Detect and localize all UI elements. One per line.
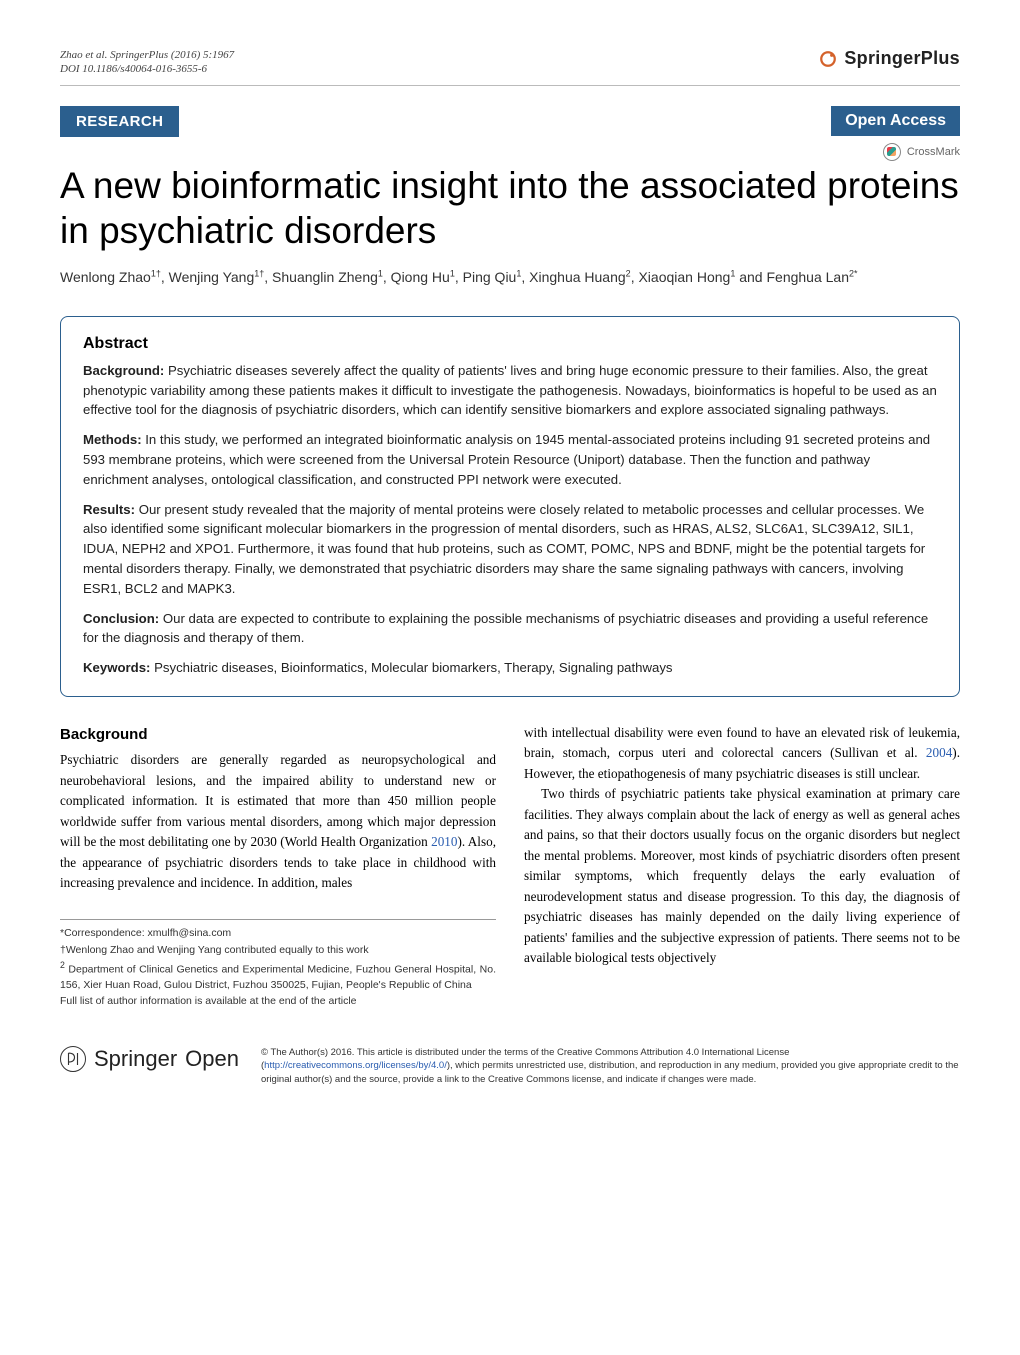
ref-link-sullivan2004[interactable]: 2004 xyxy=(926,745,952,760)
crossmark-row: CrossMark xyxy=(60,143,960,161)
abs-conclusion-text: Our data are expected to contribute to e… xyxy=(83,611,928,646)
cc-license-link[interactable]: http://creativecommons.org/licenses/by/4… xyxy=(264,1060,447,1071)
abstract-heading: Abstract xyxy=(83,335,937,353)
abs-background: Background: Psychiatric diseases severel… xyxy=(83,361,937,420)
article-type-badge: RESEARCH xyxy=(60,106,179,137)
doi-line: DOI 10.1186/s40064-016-3655-6 xyxy=(60,62,234,76)
body-columns: Background Psychiatric disorders are gen… xyxy=(60,723,960,1010)
crossmark-icon xyxy=(883,143,901,161)
correspondence-line: *Correspondence: xmulfh@sina.com xyxy=(60,926,496,941)
authors-line: Wenlong Zhao1†, Wenjing Yang1†, Shuangli… xyxy=(60,267,960,288)
article-title: A new bioinformatic insight into the ass… xyxy=(60,163,960,253)
crossmark-label: CrossMark xyxy=(907,146,960,158)
abs-results-text: Our present study revealed that the majo… xyxy=(83,502,925,596)
crossmark-badge[interactable]: CrossMark xyxy=(883,143,960,161)
publisher-logo: SpringerPlus xyxy=(818,48,960,69)
license-text: © The Author(s) 2016. This article is di… xyxy=(261,1046,960,1086)
affiliation-2: 2 Department of Clinical Genetics and Ex… xyxy=(60,959,496,993)
abs-background-text: Psychiatric diseases severely affect the… xyxy=(83,363,937,418)
abs-methods-text: In this study, we performed an integrate… xyxy=(83,432,930,487)
abs-keywords: Keywords: Psychiatric diseases, Bioinfor… xyxy=(83,658,937,678)
publisher-icon xyxy=(818,49,838,69)
open-access-badge: Open Access xyxy=(831,106,960,136)
abs-results-label: Results: xyxy=(83,502,135,517)
open-text: Open xyxy=(185,1046,239,1072)
right-column: with intellectual disability were even f… xyxy=(524,723,960,1010)
springer-text: Springer xyxy=(94,1046,177,1072)
abs-methods-label: Methods: xyxy=(83,432,142,447)
citation-block: Zhao et al. SpringerPlus (2016) 5:1967 D… xyxy=(60,48,234,77)
abs-keywords-text: Psychiatric diseases, Bioinformatics, Mo… xyxy=(150,660,672,675)
publisher-name: SpringerPlus xyxy=(844,48,960,69)
background-heading: Background xyxy=(60,723,496,746)
ref-link-who2010[interactable]: 2010 xyxy=(431,834,457,849)
citation-line: Zhao et al. SpringerPlus (2016) 5:1967 xyxy=(60,48,234,62)
abs-background-label: Background: xyxy=(83,363,164,378)
equal-contribution-line: †Wenlong Zhao and Wenjing Yang contribut… xyxy=(60,943,496,958)
abs-results: Results: Our present study revealed that… xyxy=(83,500,937,599)
header-top: Zhao et al. SpringerPlus (2016) 5:1967 D… xyxy=(60,48,960,77)
left-para-1: Psychiatric disorders are generally rega… xyxy=(60,750,496,893)
abs-conclusion: Conclusion: Our data are expected to con… xyxy=(83,609,937,649)
abs-methods: Methods: In this study, we performed an … xyxy=(83,430,937,489)
abstract-box: Abstract Background: Psychiatric disease… xyxy=(60,316,960,697)
abs-conclusion-label: Conclusion: xyxy=(83,611,159,626)
abs-keywords-label: Keywords: xyxy=(83,660,150,675)
divider xyxy=(60,85,960,86)
right-para-1: with intellectual disability were even f… xyxy=(524,723,960,784)
license-row: Springer Open © The Author(s) 2016. This … xyxy=(60,1046,960,1086)
footnotes: *Correspondence: xmulfh@sina.com †Wenlon… xyxy=(60,919,496,1009)
right-para-2: Two thirds of psychiatric patients take … xyxy=(524,784,960,968)
springer-open-icon xyxy=(60,1046,86,1072)
badge-row: RESEARCH Open Access xyxy=(60,106,960,137)
left-column: Background Psychiatric disorders are gen… xyxy=(60,723,496,1010)
springer-open-logo: Springer Open xyxy=(60,1046,239,1072)
full-list-line: Full list of author information is avail… xyxy=(60,994,496,1009)
